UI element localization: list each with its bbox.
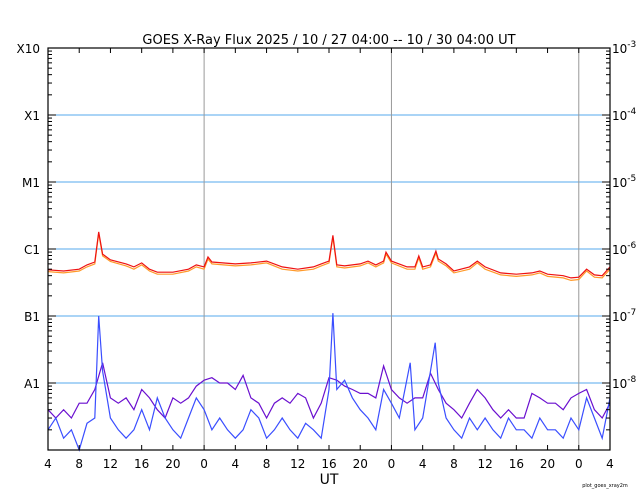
axes	[47, 47, 611, 451]
x-tick-label: 16	[321, 457, 336, 471]
right-flux-label: 10-8	[612, 375, 637, 391]
x-tick-label: 0	[575, 457, 583, 471]
left-flare-class-label: A1	[24, 377, 40, 391]
right-flux-label: 10-6	[612, 241, 637, 257]
right-flux-exponent: -4	[627, 107, 636, 117]
x-tick-label: 12	[103, 457, 118, 471]
x-tick-label: 8	[450, 457, 458, 471]
left-flare-class-label: B1	[24, 310, 40, 324]
right-flux-label: 10-7	[612, 308, 636, 324]
right-flux-exponent: -7	[627, 308, 636, 318]
series-line-3	[47, 362, 611, 420]
left-flare-class-label: X1	[24, 109, 40, 123]
x-axis-label: UT	[320, 472, 339, 488]
right-flux-exponent: -3	[627, 40, 636, 50]
x-tick-label: 20	[540, 457, 555, 471]
x-tick-label: 4	[419, 457, 427, 471]
x-tick-label: 20	[353, 457, 368, 471]
series-group	[47, 231, 611, 452]
footer-label: plot_goes_xray2m	[582, 483, 628, 489]
right-flux-exponent: -6	[627, 241, 636, 251]
left-flare-class-label: X10	[17, 42, 41, 56]
series-line-4	[47, 313, 611, 452]
x-tick-label: 0	[388, 457, 396, 471]
left-flare-class-label: M1	[22, 176, 40, 190]
x-tick-label: 16	[509, 457, 524, 471]
right-flux-exponent: -5	[627, 174, 636, 184]
x-tick-label: 20	[165, 457, 180, 471]
right-flux-exponent: -8	[627, 375, 636, 385]
series-line-1	[47, 233, 611, 282]
x-tick-label: 12	[477, 457, 492, 471]
x-tick-label: 4	[232, 457, 240, 471]
axis-labels: 4 8 12 16 20 0 4 8 12 16 20 0 4 8 12 16 20 0 4 X10 X1 M1 C1 B1 A…	[17, 40, 637, 471]
x-tick-label: 12	[290, 457, 305, 471]
series-line-2	[47, 231, 611, 279]
right-flux-label: 10-3	[612, 40, 636, 56]
chart-title: GOES X-Ray Flux 2025 / 10 / 27 04:00 -- …	[142, 33, 515, 48]
x-tick-label: 4	[606, 457, 614, 471]
x-tick-label: 4	[44, 457, 52, 471]
left-flare-class-label: C1	[24, 243, 40, 257]
right-flux-label: 10-4	[612, 107, 637, 123]
x-tick-label: 8	[263, 457, 271, 471]
right-flux-label: 10-5	[612, 174, 636, 190]
x-tick-label: 0	[200, 457, 208, 471]
x-tick-label: 16	[134, 457, 149, 471]
x-tick-label: 8	[75, 457, 83, 471]
